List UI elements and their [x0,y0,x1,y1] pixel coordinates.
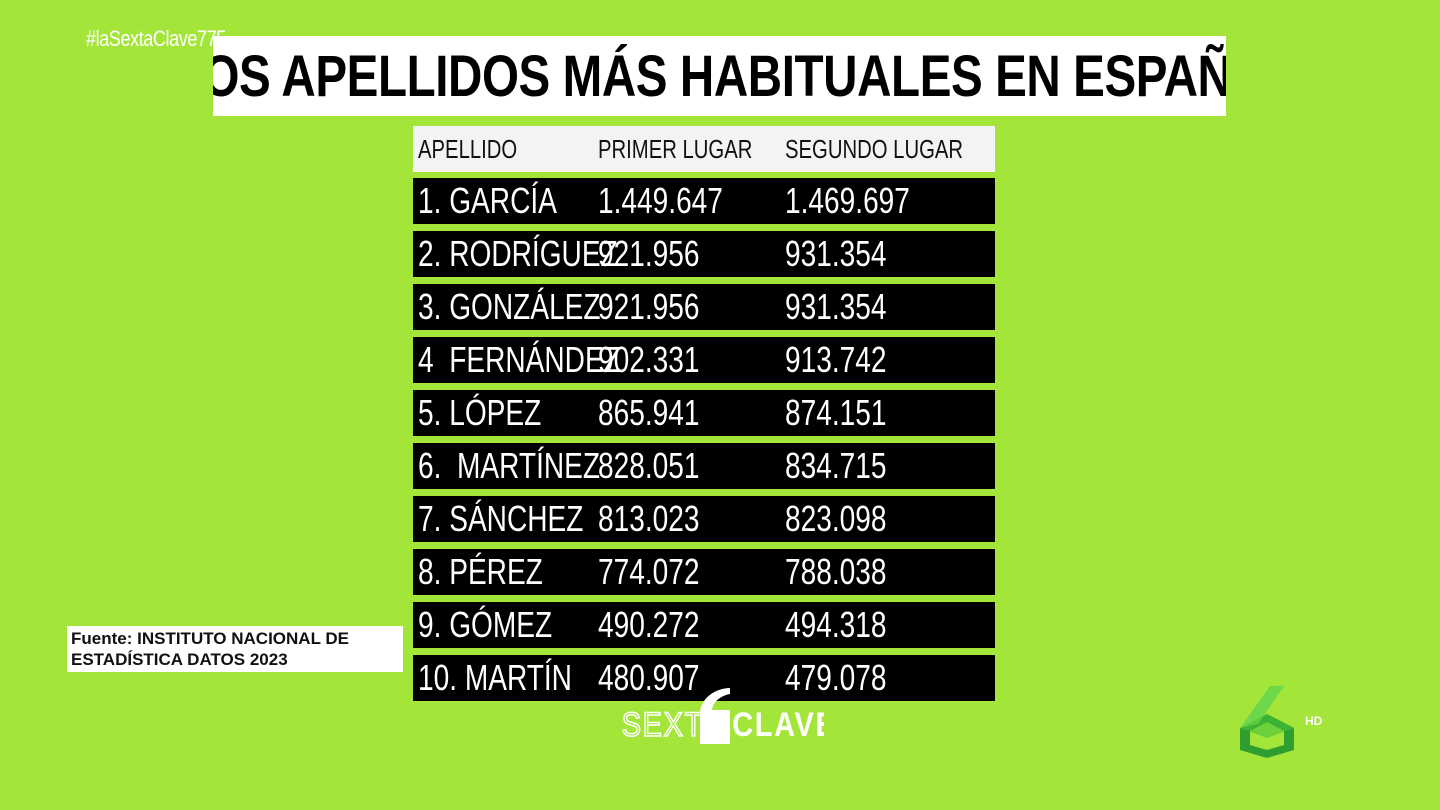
source-line-2: ESTADÍSTICA DATOS 2023 [71,650,288,669]
surname-cell: 9. GÓMEZ [418,604,553,645]
first-place-cell: 865.941 [598,392,700,433]
surname-cell: 2. RODRÍGUEZ [418,233,618,274]
first-place-cell: 921.956 [598,286,700,327]
page-title: LOS APELLIDOS MÁS HABITUALES EN ESPAÑA [213,43,1226,109]
table-row: 5. LÓPEZ 865.941 874.151 [413,390,995,436]
header-second-place: SEGUNDO LUGAR [785,134,964,164]
surname-cell: 7. SÁNCHEZ [418,498,584,539]
title-banner: LOS APELLIDOS MÁS HABITUALES EN ESPAÑA [213,36,1226,116]
show-logo-right-text: CLAVE [732,705,824,744]
hashtag: #laSextaClave775 [86,26,226,51]
second-place-cell: 494.318 [785,604,887,645]
surname-cell: 1. GARCÍA [418,180,557,221]
surname-cell: 4 FERNÁNDEZ [418,339,621,380]
table-row: 7. SÁNCHEZ 813.023 823.098 [413,496,995,542]
second-place-cell: 823.098 [785,498,887,539]
show-logo-quote-icon [700,688,730,744]
table-row: 9. GÓMEZ 490.272 494.318 [413,602,995,648]
first-place-cell: 813.023 [598,498,700,539]
table-row: 10. MARTÍN 480.907 479.078 [413,655,995,701]
second-place-cell: 479.078 [785,657,887,698]
source-line-1: Fuente: INSTITUTO NACIONAL DE [71,629,349,648]
first-place-cell: 480.907 [598,657,700,698]
header-surname: APELLIDO [418,134,518,164]
table-row: 1. GARCÍA 1.449.647 1.469.697 [413,178,995,224]
second-place-cell: 834.715 [785,445,887,486]
table-row: 8. PÉREZ 774.072 788.038 [413,549,995,595]
header-first-place: PRIMER LUGAR [598,134,753,164]
hd-badge: HD [1305,714,1323,728]
first-place-cell: 902.331 [598,339,700,380]
sexta-clave-logo: SEXTA CLAVE [621,688,824,744]
surname-cell: 6. MARTÍNEZ [418,445,601,486]
surname-cell: 8. PÉREZ [418,551,543,592]
surname-cell: 3. GONZÁLEZ [418,286,601,327]
second-place-cell: 931.354 [785,286,887,327]
first-place-cell: 774.072 [598,551,700,592]
surname-cell: 10. MARTÍN [418,657,572,698]
table-row: 3. GONZÁLEZ 921.956 931.354 [413,284,995,330]
table-row: 4 FERNÁNDEZ 902.331 913.742 [413,337,995,383]
surname-cell: 5. LÓPEZ [418,392,542,433]
table-row: 6. MARTÍNEZ 828.051 834.715 [413,443,995,489]
second-place-cell: 913.742 [785,339,887,380]
table-row: 2. RODRÍGUEZ 921.956 931.354 [413,231,995,277]
first-place-cell: 490.272 [598,604,700,645]
second-place-cell: 788.038 [785,551,887,592]
first-place-cell: 1.449.647 [598,180,723,221]
first-place-cell: 921.956 [598,233,700,274]
first-place-cell: 828.051 [598,445,700,486]
second-place-cell: 874.151 [785,392,887,433]
surnames-table: APELLIDO PRIMER LUGAR SEGUNDO LUGAR 1. G… [413,126,995,701]
lasexta-6-icon [1240,686,1294,758]
second-place-cell: 1.469.697 [785,180,910,221]
table-header-row: APELLIDO PRIMER LUGAR SEGUNDO LUGAR [413,126,995,172]
source-caption: Fuente: INSTITUTO NACIONAL DE ESTADÍSTIC… [67,626,403,672]
second-place-cell: 931.354 [785,233,887,274]
